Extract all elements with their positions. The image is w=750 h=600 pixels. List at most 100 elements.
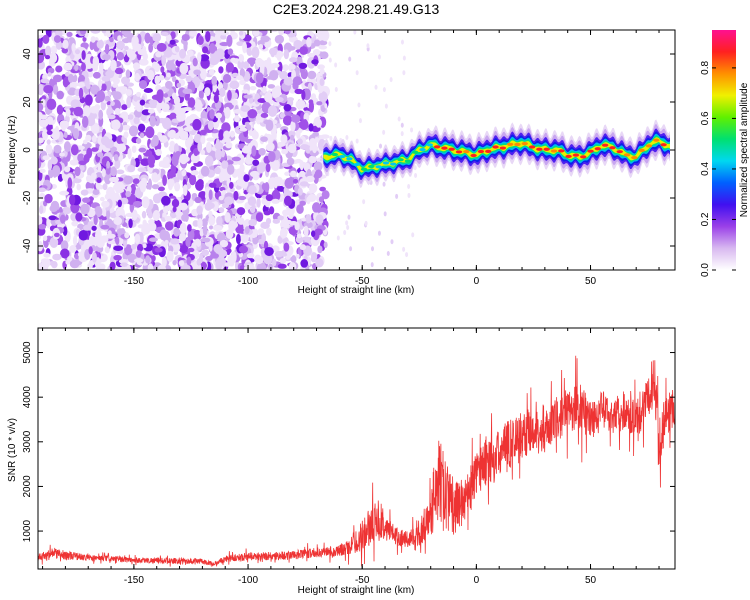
noise-speckle (132, 178, 140, 185)
noise-speckle (152, 193, 162, 204)
noise-speckle (197, 218, 203, 229)
ridge-hotspot (623, 153, 631, 157)
noise-speckle (224, 106, 231, 119)
noise-speckle (263, 254, 273, 265)
noise-speckle (132, 43, 142, 52)
noise-speckle (110, 59, 117, 72)
noise-speckle (97, 135, 103, 145)
noise-speckle (215, 258, 223, 270)
noise-speckle (74, 49, 81, 55)
noise-speckle (315, 118, 322, 128)
noise-speckle (315, 258, 324, 268)
ridge-hotspot (375, 165, 382, 169)
noise-speckle (63, 131, 68, 139)
ridge-hotspot (419, 148, 426, 152)
ridge-hotspot (448, 147, 455, 151)
snr-clip-group (38, 355, 675, 567)
noise-speckle (185, 75, 193, 83)
noise-speckle (150, 138, 157, 148)
noise-speckle (279, 258, 287, 264)
noise-speckle (308, 183, 318, 194)
noise-speckle (88, 112, 98, 120)
noise-speckle (76, 183, 81, 191)
noise-speckle (91, 252, 97, 263)
noise-speckle (67, 87, 77, 96)
noise-speckle (59, 190, 70, 196)
noise-speckle (163, 93, 169, 98)
noise-speckle (224, 196, 234, 205)
noise-speckle (218, 207, 225, 213)
noise-speckle (166, 250, 174, 263)
noise-speckle (159, 135, 168, 144)
noise-speckle (249, 57, 255, 67)
noise-speckle (308, 100, 315, 113)
noise-speckle (101, 168, 106, 178)
noise-speckle (49, 204, 58, 213)
noise-speckle (307, 193, 317, 202)
noise-speckle (187, 228, 195, 241)
noise-speckle (130, 243, 137, 250)
noise-speckle (267, 84, 276, 89)
noise-speckle (70, 99, 81, 109)
noise-speckle (46, 144, 53, 155)
noise-speckle (60, 240, 69, 251)
noise-speckle (146, 69, 155, 81)
noise-speckle (70, 144, 79, 156)
noise-speckle (72, 235, 78, 247)
noise-speckle (205, 141, 212, 153)
ridge-hotspot (470, 153, 477, 158)
colorbar-tick-label: 0.2 (700, 212, 711, 226)
noise-speckle (116, 40, 125, 50)
noise-speckle (271, 198, 280, 204)
noise-speckle (104, 172, 112, 185)
ridge-hotspot (536, 147, 543, 151)
noise-speckle (271, 86, 281, 99)
x-tick-label: -100 (238, 575, 258, 586)
noise-speckle (197, 141, 203, 152)
noise-speckle (269, 70, 279, 81)
noise-speckle (249, 170, 260, 178)
noise-speckle (235, 233, 241, 245)
noise-speckle (88, 177, 95, 184)
noise-speckle (190, 165, 197, 172)
noise-speckle (52, 74, 63, 83)
noise-speckle (123, 175, 134, 185)
noise-speckle (230, 57, 237, 63)
noise-speckle (264, 246, 274, 257)
noise-speckle (280, 134, 288, 144)
noise-speckle (255, 255, 264, 265)
noise-speckle (268, 263, 273, 270)
noise-speckle (39, 205, 44, 215)
noise-speckle (121, 30, 131, 36)
noise-speckle (289, 170, 297, 178)
noise-speckle (276, 50, 282, 61)
noise-speckle (172, 76, 177, 83)
ridge-hotspot (463, 150, 470, 154)
noise-speckle (121, 124, 131, 131)
noise-speckle (107, 114, 116, 120)
noise-speckle (334, 62, 338, 68)
noise-speckle (407, 183, 411, 189)
noise-speckle (113, 245, 124, 251)
noise-speckle (237, 59, 245, 70)
x-tick-label: 50 (585, 575, 597, 586)
noise-speckle (227, 48, 234, 55)
noise-speckle (109, 176, 120, 183)
noise-speckle (258, 43, 264, 50)
y-tick-label: 40 (22, 48, 33, 60)
ridge-band (323, 131, 670, 178)
noise-speckle (355, 138, 359, 144)
noise-speckle (260, 136, 268, 142)
noise-speckle (379, 143, 383, 149)
noise-speckle (246, 252, 255, 259)
snr-series-line (38, 355, 675, 567)
noise-speckle (123, 131, 129, 139)
snr-frame (37, 327, 676, 570)
noise-speckle (113, 77, 120, 85)
noise-speckle (80, 203, 90, 215)
noise-speckle (195, 180, 204, 191)
ridge-hotspot (587, 149, 594, 153)
noise-speckle (116, 143, 127, 153)
noise-speckle (96, 90, 106, 103)
noise-speckle (229, 80, 240, 90)
